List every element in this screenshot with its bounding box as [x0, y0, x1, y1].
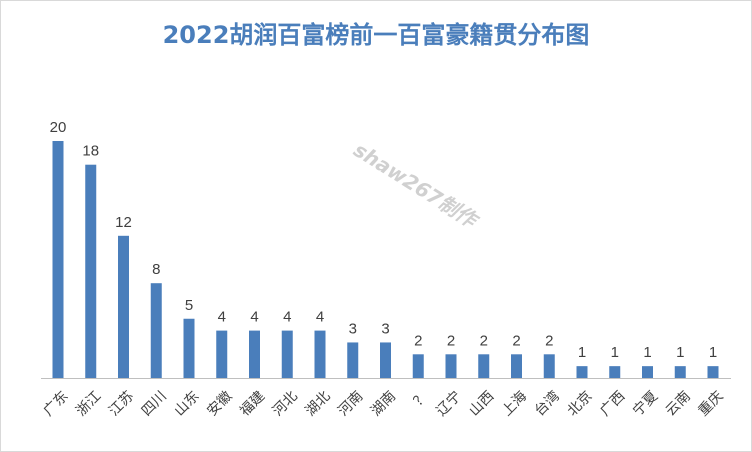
category-label: 辽宁 — [433, 388, 465, 420]
bar — [347, 342, 359, 378]
data-label: 1 — [578, 344, 586, 361]
category-label: 浙江 — [73, 388, 104, 419]
bar — [445, 354, 457, 378]
data-label: 1 — [643, 344, 651, 361]
category-label: 台湾 — [531, 388, 563, 420]
data-label: 1 — [611, 344, 619, 361]
category-label: 四川 — [139, 388, 170, 419]
data-label: 4 — [218, 309, 226, 326]
data-label: 4 — [250, 309, 258, 326]
category-label: 山西 — [466, 388, 497, 419]
category-label: 安徽 — [204, 388, 235, 419]
data-label: 4 — [283, 309, 291, 326]
data-label: 8 — [152, 261, 160, 278]
bar — [576, 366, 588, 378]
data-label: 3 — [349, 320, 357, 337]
data-label: 1 — [709, 344, 717, 361]
data-label: 20 — [50, 119, 67, 136]
bar — [412, 354, 424, 378]
bar — [118, 235, 129, 378]
category-label: 重庆 — [695, 388, 726, 419]
bar — [281, 330, 293, 378]
category-label: 广西 — [597, 388, 628, 419]
bar — [216, 330, 228, 378]
category-label: 云南 — [663, 388, 694, 419]
category-label: 湖南 — [368, 388, 399, 419]
category-label: 湖北 — [302, 388, 333, 419]
data-label: 18 — [82, 143, 99, 160]
category-label: 上海 — [499, 388, 530, 419]
category-label: 山东 — [171, 388, 202, 419]
bar — [249, 330, 260, 378]
bar — [150, 283, 162, 378]
data-label: 2 — [512, 332, 520, 349]
bar — [85, 164, 97, 378]
data-label: 12 — [115, 214, 132, 231]
bar — [478, 354, 490, 378]
data-label: 1 — [676, 344, 684, 361]
bar — [314, 330, 326, 378]
category-label: 江苏 — [106, 388, 137, 419]
bar — [183, 318, 195, 378]
bar — [52, 141, 64, 378]
data-label: 2 — [447, 332, 455, 349]
category-label: 北京 — [564, 388, 595, 419]
bar — [543, 354, 555, 378]
category-label: ？ — [411, 388, 432, 409]
data-label: 2 — [414, 332, 422, 349]
category-label: 广东 — [40, 388, 71, 419]
category-label: 宁夏 — [629, 388, 661, 420]
category-label: 福建 — [237, 388, 268, 419]
bar — [707, 366, 719, 378]
bar — [511, 354, 522, 378]
chart-title: 2022胡润百富榜前一百富豪籍贯分布图 — [162, 21, 590, 49]
data-label: 2 — [545, 332, 553, 349]
category-label: 河北 — [270, 388, 301, 419]
category-label: 河南 — [335, 388, 366, 419]
bar — [642, 366, 653, 378]
data-label: 5 — [185, 297, 193, 314]
bar — [674, 366, 686, 378]
data-label: 4 — [316, 309, 324, 326]
bar — [380, 342, 391, 378]
data-label: 2 — [480, 332, 488, 349]
data-label: 3 — [381, 320, 389, 337]
bar — [609, 366, 621, 378]
